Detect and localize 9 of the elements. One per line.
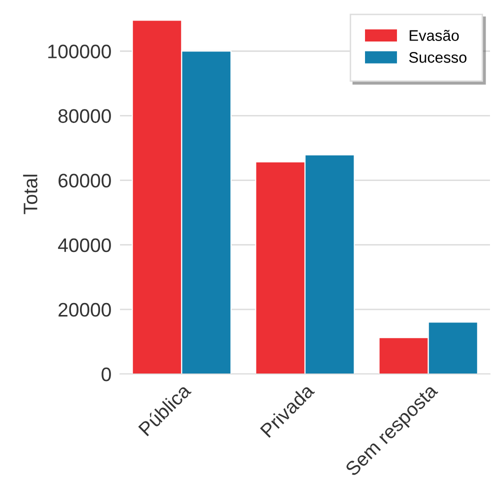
y-tick-label: 20000 (58, 302, 111, 317)
y-tick-label: 40000 (58, 238, 111, 252)
y-tick-label: 0 (102, 367, 111, 382)
y-tick-label: 100000 (48, 44, 111, 58)
y-axis-title: Total (23, 174, 38, 214)
legend-label: Evasão (410, 30, 459, 41)
legend-label: Sucesso (409, 52, 466, 63)
y-tick-label: 60000 (58, 174, 111, 188)
y-tick-label: 80000 (58, 109, 111, 123)
